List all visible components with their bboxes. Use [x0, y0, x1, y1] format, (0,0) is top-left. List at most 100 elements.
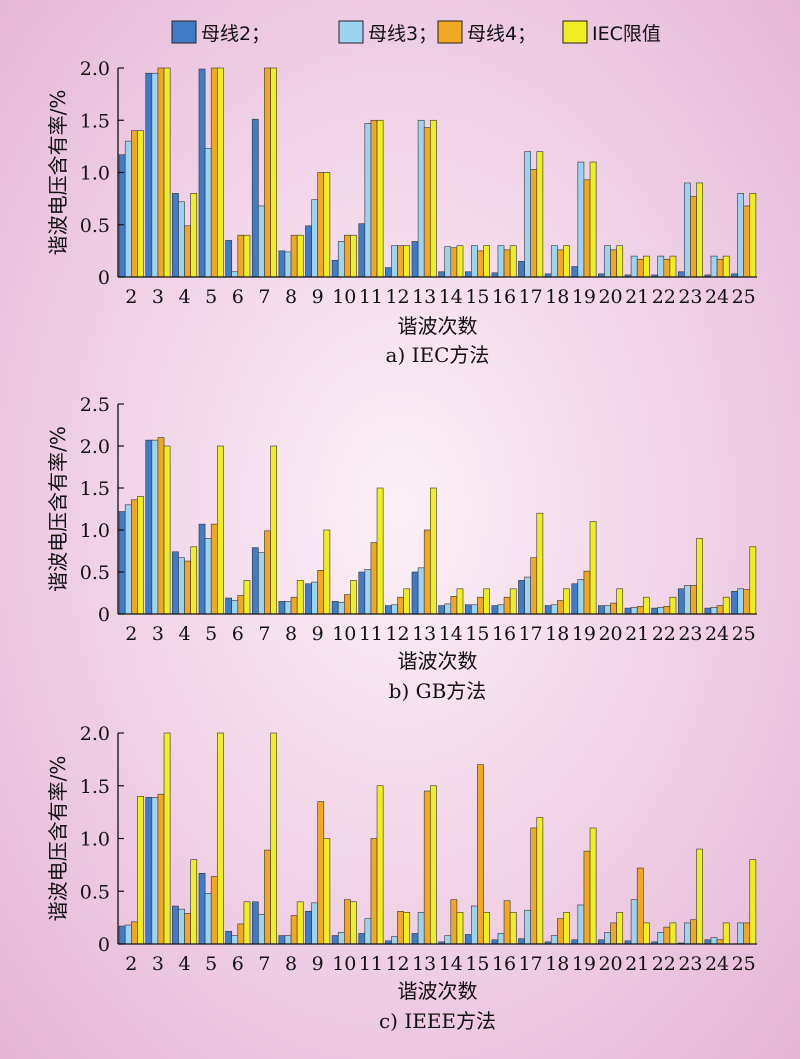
- x-tick-label: 11: [359, 623, 383, 645]
- bar: [397, 245, 404, 278]
- bar: [456, 912, 464, 945]
- x-tick-label: 7: [258, 623, 270, 645]
- x-tick-label: 4: [179, 953, 191, 975]
- bar: [749, 546, 757, 615]
- bar: [137, 496, 144, 615]
- bar: [624, 607, 632, 615]
- bar: [258, 205, 265, 278]
- bar: [151, 72, 159, 278]
- bar: [163, 445, 171, 615]
- bar: [178, 908, 185, 945]
- bar: [550, 935, 558, 945]
- bar: [589, 161, 597, 278]
- x-tick-label: 5: [205, 623, 217, 645]
- x-tick-label: 24: [705, 953, 729, 975]
- bar: [216, 67, 224, 278]
- bar: [524, 909, 531, 945]
- x-tick-label: 12: [385, 623, 409, 645]
- panel-caption: a) IEC方法: [386, 343, 490, 367]
- y-tick-label: 2.5: [80, 394, 110, 416]
- bar: [518, 261, 525, 278]
- bar: [118, 925, 126, 945]
- legend-label: 母线4；: [467, 23, 536, 45]
- bar: [598, 605, 605, 615]
- bar: [444, 246, 452, 278]
- y-axis-label: 谐波电压含有率/%: [46, 90, 70, 256]
- bar: [118, 511, 126, 615]
- chart-panel: 00.51.01.52.02 3 4 5 6 7 8 9 10 11 12 13 14 15 16 17 18 1…: [46, 58, 757, 367]
- bar: [690, 919, 697, 945]
- y-axis-label: 谐波电压含有率/%: [46, 756, 70, 922]
- x-tick-label: 21: [625, 623, 649, 645]
- bar: [577, 904, 585, 945]
- bar: [743, 205, 751, 278]
- x-tick-label: 20: [598, 953, 622, 975]
- x-axis-label: 谐波次数: [398, 649, 478, 673]
- bar: [722, 596, 730, 615]
- bar: [710, 937, 718, 945]
- bar: [204, 148, 212, 278]
- bar: [450, 899, 458, 945]
- bar: [497, 604, 505, 615]
- bar: [557, 249, 564, 278]
- x-tick-label: 20: [598, 286, 622, 308]
- bar: [311, 199, 318, 278]
- bar: [190, 859, 198, 945]
- bar: [323, 172, 331, 278]
- bar: [290, 596, 298, 615]
- bar: [411, 571, 419, 615]
- bar: [423, 790, 431, 945]
- x-tick-label: 22: [652, 953, 676, 975]
- bar: [198, 873, 206, 945]
- x-tick-label: 11: [359, 953, 383, 975]
- bar: [331, 259, 339, 278]
- bar: [145, 797, 153, 945]
- bar: [471, 604, 478, 615]
- x-tick-label: 22: [652, 286, 676, 308]
- bar: [571, 583, 579, 615]
- bar: [450, 247, 458, 278]
- bar: [225, 597, 233, 615]
- bar: [657, 255, 665, 278]
- bar: [364, 569, 372, 615]
- x-tick-label: 17: [519, 286, 543, 308]
- bar: [397, 596, 404, 615]
- bar: [684, 922, 691, 945]
- bar: [305, 225, 312, 278]
- x-tick-label: 7: [258, 953, 270, 975]
- x-tick-label: 10: [332, 286, 356, 308]
- y-tick-label: 0: [98, 604, 110, 626]
- bar: [284, 935, 292, 945]
- bar: [350, 580, 357, 615]
- bar: [403, 588, 411, 615]
- bar: [290, 915, 298, 945]
- bar: [589, 827, 597, 945]
- bar: [172, 193, 179, 278]
- bar: [417, 912, 425, 945]
- bar: [198, 68, 206, 278]
- bar: [243, 234, 251, 278]
- bar: [577, 161, 585, 278]
- x-tick-label: 18: [545, 953, 569, 975]
- bar: [305, 910, 312, 945]
- bar: [178, 201, 185, 278]
- bar: [483, 245, 490, 278]
- bar: [264, 849, 271, 945]
- bar: [331, 601, 339, 615]
- x-tick-label: 7: [258, 286, 270, 308]
- bar: [503, 596, 511, 615]
- bar: [677, 588, 685, 615]
- bar: [530, 169, 538, 278]
- y-tick-label: 1.5: [80, 776, 110, 798]
- legend-swatch: [562, 20, 588, 44]
- bar: [284, 601, 292, 615]
- bar: [350, 901, 357, 945]
- bar: [305, 583, 312, 615]
- bar: [518, 938, 525, 945]
- bar: [157, 67, 165, 278]
- bar: [471, 905, 478, 945]
- bar: [344, 234, 351, 278]
- x-tick-label: 16: [492, 623, 516, 645]
- bar: [251, 547, 259, 615]
- x-tick-label: 9: [312, 623, 324, 645]
